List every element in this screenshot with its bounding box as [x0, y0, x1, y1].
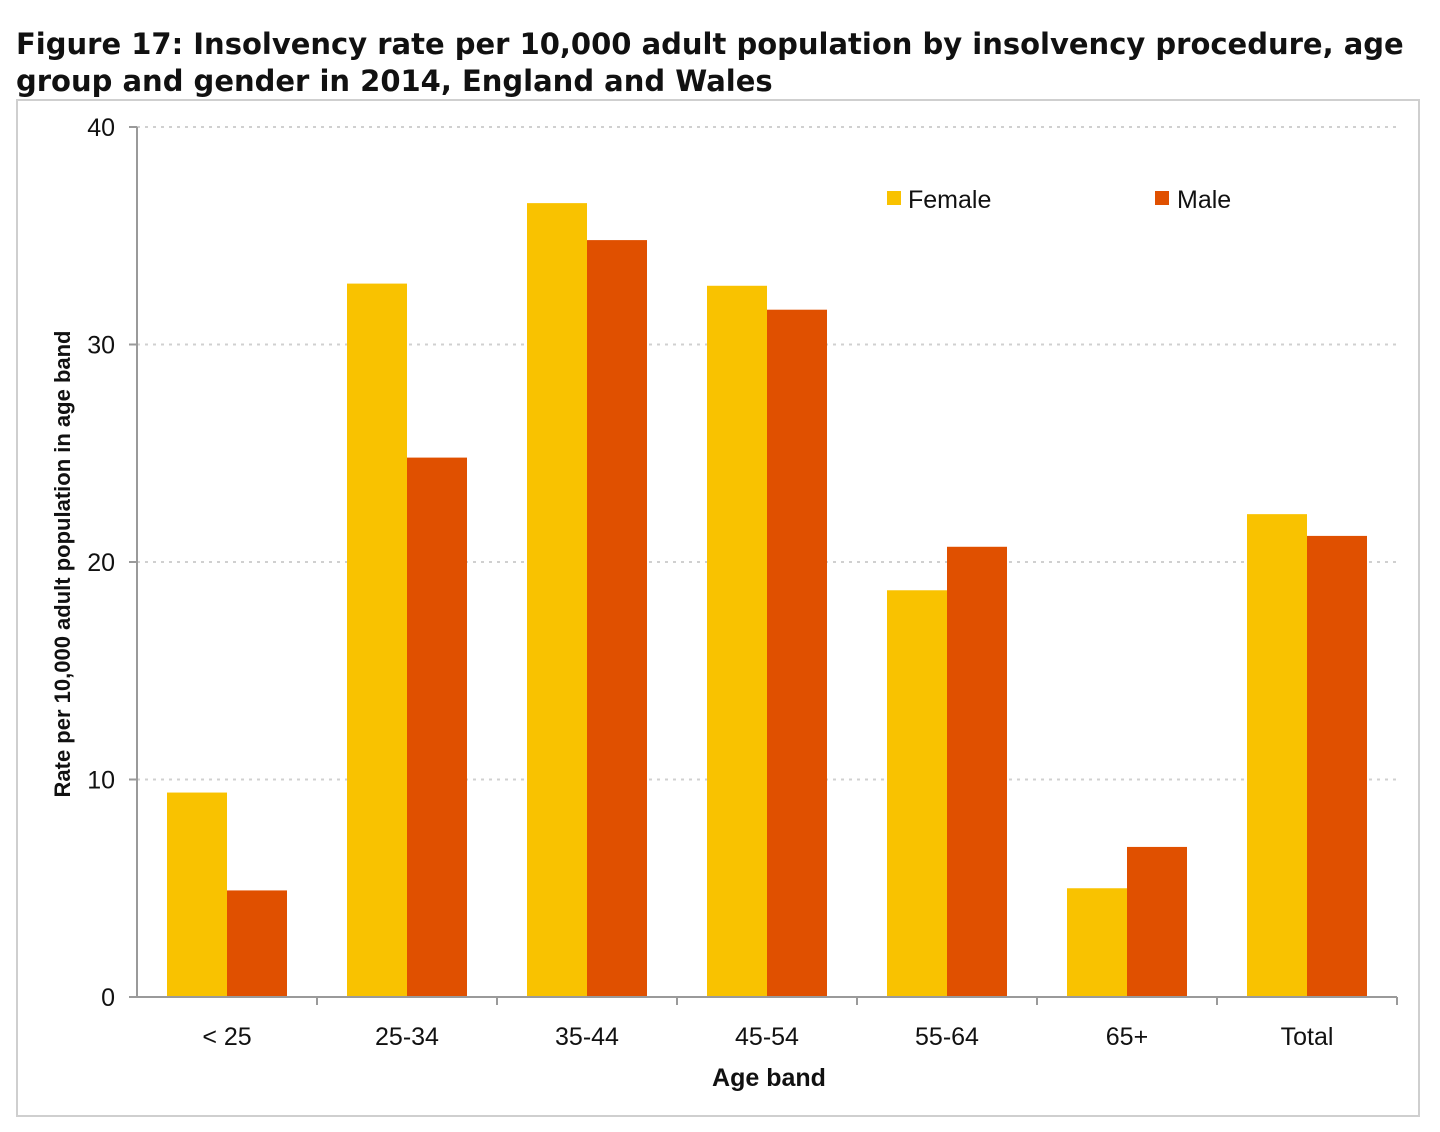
bar-female-5 — [1067, 888, 1127, 997]
bar-female-6 — [1247, 514, 1307, 997]
x-tick-label: 45-54 — [735, 1023, 799, 1051]
y-tick-label: 10 — [87, 767, 115, 795]
x-tick-label: 25-34 — [375, 1023, 439, 1051]
y-tick-label: 30 — [87, 332, 115, 360]
tick-labels: 0 10 20 30 40 < 25 25-34 35-44 45-54 55-64 65+ Tota… — [87, 114, 1333, 1051]
bar-male-1 — [407, 457, 467, 998]
y-tick-label: 40 — [87, 114, 115, 142]
bar-male-3 — [767, 309, 827, 997]
bar-male-0 — [227, 890, 287, 997]
axes — [136, 127, 1397, 998]
x-tick-label: < 25 — [202, 1023, 251, 1051]
bar-male-5 — [1127, 846, 1187, 997]
bars — [167, 203, 1367, 998]
legend: Female Male — [887, 186, 1231, 214]
y-axis-label: Rate per 10,000 adult population in age … — [50, 331, 75, 798]
x-tick-label: 65+ — [1106, 1023, 1148, 1051]
chart-title: Figure 17: Insolvency rate per 10,000 ad… — [16, 27, 1404, 98]
legend-swatch-female — [887, 191, 901, 205]
bar-female-3 — [707, 285, 767, 997]
x-tick-label: Total — [1281, 1023, 1334, 1051]
bar-female-2 — [527, 203, 587, 997]
y-tick-label: 0 — [101, 984, 115, 1012]
legend-label-male: Male — [1177, 186, 1231, 214]
y-tick-label: 20 — [87, 549, 115, 577]
bar-male-4 — [947, 546, 1007, 997]
bar-female-4 — [887, 590, 947, 997]
legend-swatch-male — [1155, 191, 1169, 205]
legend-label-female: Female — [908, 186, 991, 214]
bar-male-6 — [1307, 535, 1367, 997]
x-tick-label: 35-44 — [555, 1023, 619, 1051]
bar-female-1 — [347, 283, 407, 998]
bar-male-2 — [587, 240, 647, 998]
chart-frame — [16, 99, 1420, 1117]
x-axis-label: Age band — [712, 1064, 826, 1092]
x-tick-label: 55-64 — [915, 1023, 979, 1051]
bar-female-0 — [167, 792, 227, 997]
